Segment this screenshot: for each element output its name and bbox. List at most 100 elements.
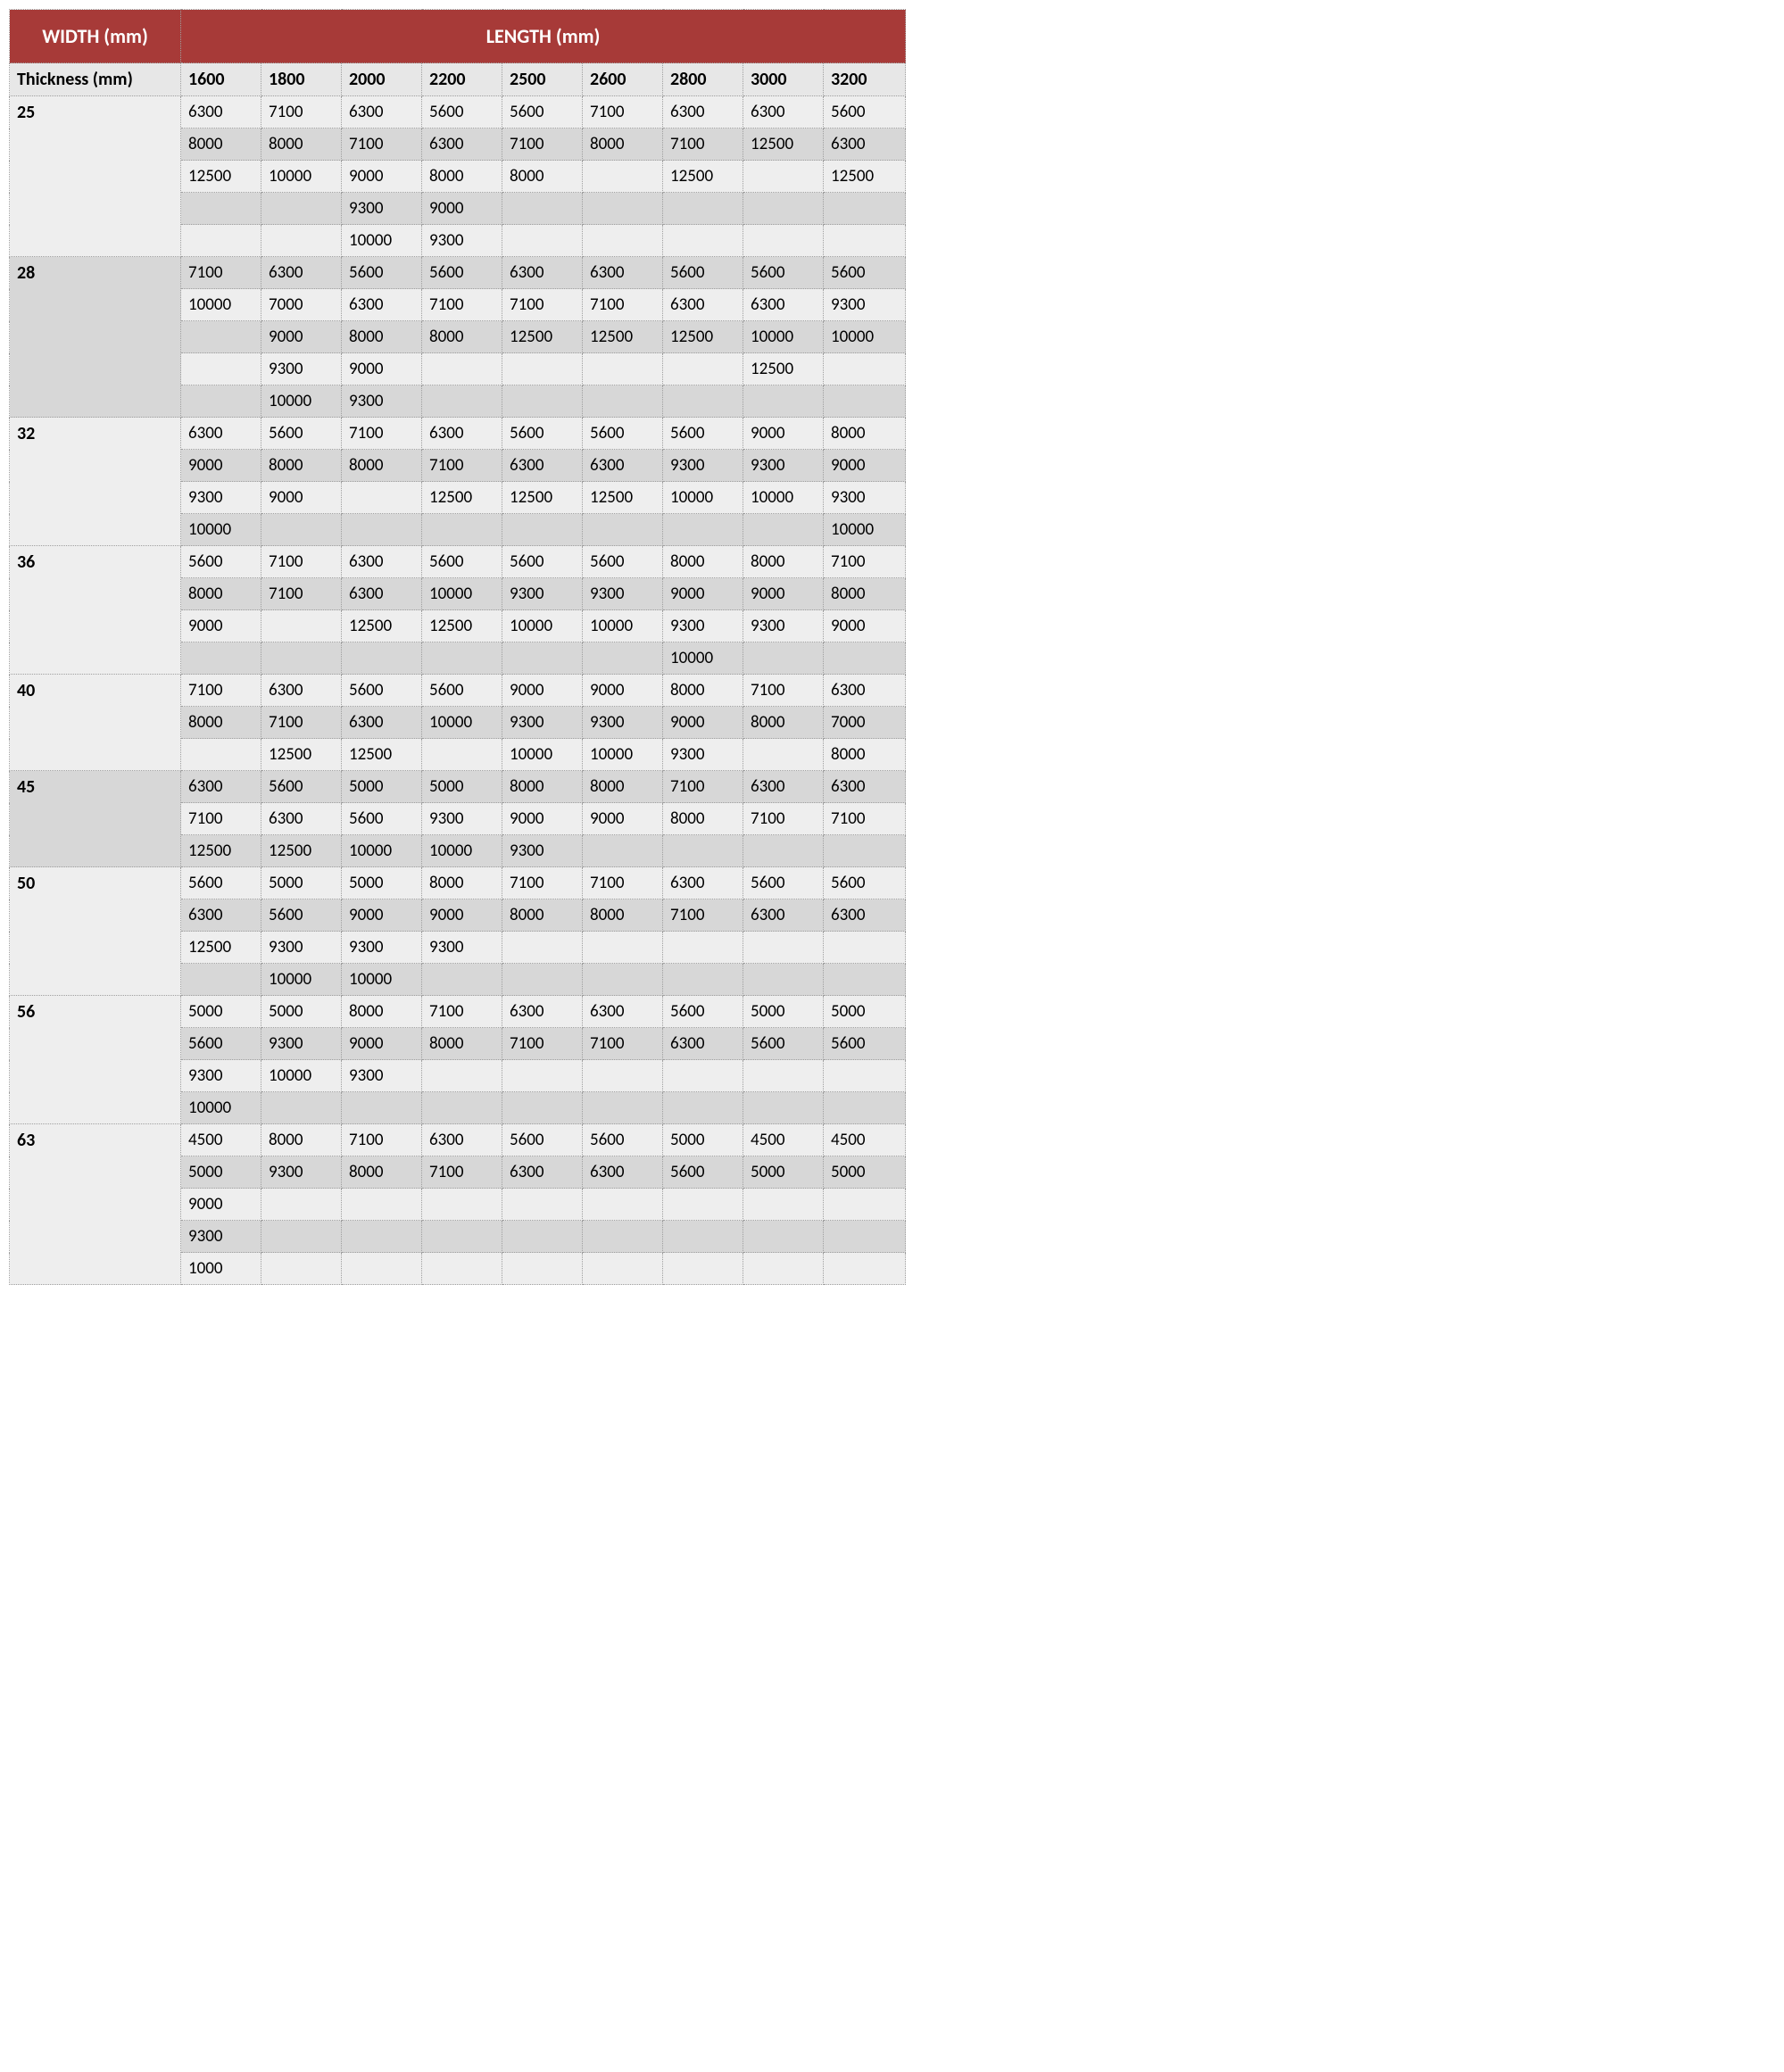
data-cell — [422, 739, 502, 771]
data-cell: 5600 — [663, 1156, 743, 1189]
data-cell: 7100 — [824, 546, 906, 578]
data-cell: 9300 — [261, 353, 342, 385]
data-cell: 5600 — [261, 771, 342, 803]
data-cell: 6300 — [342, 707, 422, 739]
data-cell: 9300 — [342, 932, 422, 964]
data-cell: 9300 — [342, 193, 422, 225]
table-row: 40710063005600560090009000800071006300 — [10, 675, 906, 707]
data-cell: 10000 — [422, 707, 502, 739]
sizing-table: WIDTH (mm) LENGTH (mm) Thickness (mm) 16… — [9, 9, 906, 1285]
data-cell: 5600 — [583, 546, 663, 578]
length-col-header: 1800 — [261, 63, 342, 96]
data-cell: 9000 — [342, 899, 422, 932]
data-cell: 6300 — [502, 450, 583, 482]
data-cell: 9300 — [743, 450, 824, 482]
data-cell: 10000 — [663, 482, 743, 514]
data-cell: 8000 — [181, 707, 261, 739]
data-cell: 6300 — [181, 96, 261, 128]
data-cell: 10000 — [502, 610, 583, 642]
data-cell — [824, 932, 906, 964]
table-row: 36560071006300560056005600800080007100 — [10, 546, 906, 578]
data-cell: 5600 — [422, 257, 502, 289]
data-cell — [824, 835, 906, 867]
data-cell: 10000 — [261, 964, 342, 996]
data-cell — [261, 610, 342, 642]
table-row: 50560050005000800071007100630056005600 — [10, 867, 906, 899]
data-cell: 7000 — [824, 707, 906, 739]
data-cell — [824, 1092, 906, 1124]
data-cell: 9000 — [663, 707, 743, 739]
data-cell: 8000 — [824, 578, 906, 610]
data-cell: 10000 — [824, 321, 906, 353]
data-cell — [422, 1060, 502, 1092]
data-cell: 7100 — [663, 128, 743, 161]
data-cell — [261, 1221, 342, 1253]
data-cell: 10000 — [824, 514, 906, 546]
data-cell: 6300 — [261, 675, 342, 707]
data-cell: 9300 — [422, 225, 502, 257]
length-col-header: 2000 — [342, 63, 422, 96]
data-cell: 8000 — [502, 771, 583, 803]
data-cell: 6300 — [743, 289, 824, 321]
data-cell: 6300 — [502, 1156, 583, 1189]
data-cell: 9300 — [743, 610, 824, 642]
data-cell: 5000 — [181, 996, 261, 1028]
data-cell: 10000 — [583, 739, 663, 771]
data-cell — [342, 1092, 422, 1124]
data-cell: 7100 — [181, 675, 261, 707]
data-cell — [663, 1221, 743, 1253]
data-cell: 5600 — [502, 1124, 583, 1156]
data-cell: 12500 — [422, 610, 502, 642]
data-cell — [502, 932, 583, 964]
table-head: WIDTH (mm) LENGTH (mm) Thickness (mm) 16… — [10, 10, 906, 96]
data-cell: 5000 — [261, 867, 342, 899]
data-cell: 7100 — [422, 996, 502, 1028]
width-header: WIDTH (mm) — [10, 10, 181, 63]
data-cell: 8000 — [422, 1028, 502, 1060]
data-cell: 7100 — [261, 578, 342, 610]
data-cell — [663, 514, 743, 546]
data-cell — [824, 353, 906, 385]
data-cell: 7100 — [583, 1028, 663, 1060]
data-cell: 7100 — [583, 96, 663, 128]
data-cell: 8000 — [342, 321, 422, 353]
data-cell: 5600 — [824, 1028, 906, 1060]
data-cell: 5000 — [663, 1124, 743, 1156]
data-cell: 6300 — [502, 257, 583, 289]
data-cell: 8000 — [422, 161, 502, 193]
data-cell — [261, 1253, 342, 1285]
data-cell — [422, 514, 502, 546]
data-cell: 8000 — [502, 899, 583, 932]
data-cell: 7100 — [181, 803, 261, 835]
data-cell: 8000 — [422, 321, 502, 353]
data-cell: 9000 — [422, 193, 502, 225]
data-cell: 12500 — [181, 161, 261, 193]
data-cell: 7100 — [261, 96, 342, 128]
data-cell: 6300 — [181, 771, 261, 803]
data-cell — [181, 385, 261, 418]
data-cell: 6300 — [743, 899, 824, 932]
data-cell: 8000 — [583, 128, 663, 161]
data-cell — [583, 514, 663, 546]
data-cell: 9300 — [261, 932, 342, 964]
data-cell — [663, 385, 743, 418]
data-cell — [583, 225, 663, 257]
data-cell: 9000 — [342, 161, 422, 193]
data-cell — [583, 1189, 663, 1221]
length-col-header: 3200 — [824, 63, 906, 96]
data-cell: 12500 — [743, 353, 824, 385]
data-cell: 9300 — [181, 1221, 261, 1253]
table-row: 63450080007100630056005600500045004500 — [10, 1124, 906, 1156]
data-cell: 5600 — [502, 96, 583, 128]
data-cell: 9300 — [342, 385, 422, 418]
data-cell: 8000 — [663, 803, 743, 835]
data-cell: 7100 — [502, 1028, 583, 1060]
data-cell: 7100 — [181, 257, 261, 289]
data-cell — [583, 353, 663, 385]
table-row: 45630056005000500080008000710063006300 — [10, 771, 906, 803]
data-cell: 6300 — [663, 96, 743, 128]
data-cell: 8000 — [824, 739, 906, 771]
data-cell: 12500 — [502, 482, 583, 514]
data-cell: 10000 — [502, 739, 583, 771]
data-cell: 7100 — [583, 289, 663, 321]
